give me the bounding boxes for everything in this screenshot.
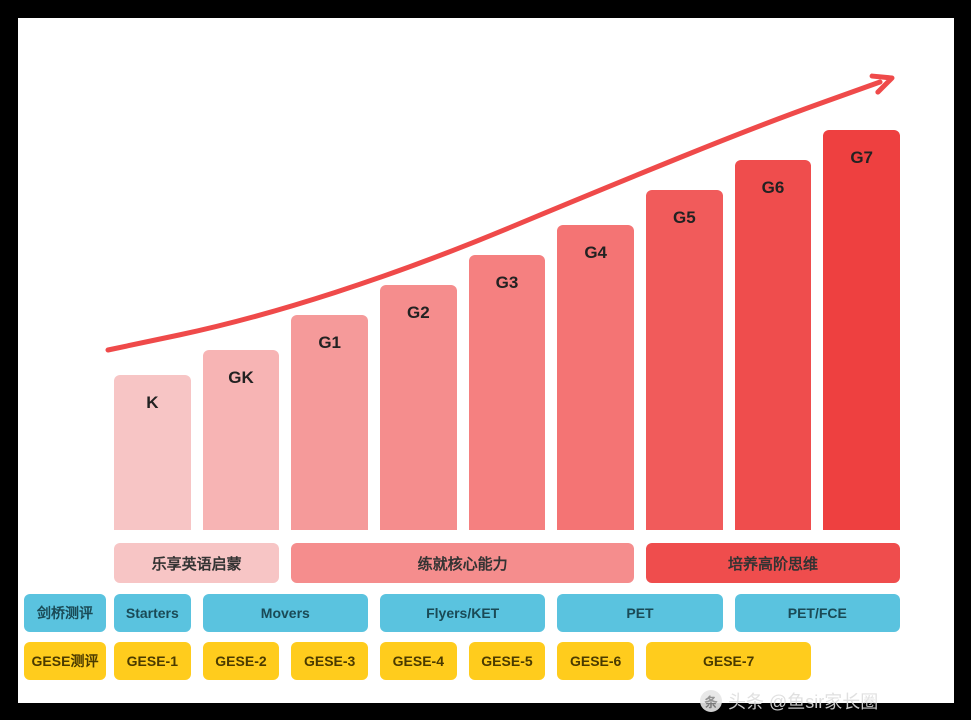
cell: GESE-3 [291, 642, 368, 680]
row-header: GESE测评 [24, 642, 106, 680]
bar-k: K [114, 375, 191, 530]
bar-label: G7 [823, 148, 900, 168]
stage-row: 乐享英语启蒙练就核心能力培养高阶思维 [0, 543, 971, 583]
bar-gk: GK [203, 350, 280, 530]
watermark-text: 头条 @鱼sir家长圈 [728, 688, 878, 714]
cell: 练就核心能力 [291, 543, 634, 583]
toutiao-logo-icon: 条 [700, 690, 722, 712]
cell: GESE-6 [557, 642, 634, 680]
cell: Movers [203, 594, 368, 632]
bar-label: G4 [557, 243, 634, 263]
bar-g2: G2 [380, 285, 457, 530]
bar-label: G3 [469, 273, 546, 293]
cell: GESE-4 [380, 642, 457, 680]
bar-g1: G1 [291, 315, 368, 530]
cambridge-row: 剑桥测评Starters Movers Flyers/KET PET PET/FCE [0, 594, 971, 632]
bar-label: G6 [735, 178, 812, 198]
cell: PET/FCE [735, 594, 900, 632]
cell: 培养高阶思维 [646, 543, 900, 583]
bar-g7: G7 [823, 130, 900, 530]
cell: PET [557, 594, 722, 632]
cell: Flyers/KET [380, 594, 545, 632]
bar-g6: G6 [735, 160, 812, 530]
bar-label: G1 [291, 333, 368, 353]
watermark: 条 头条 @鱼sir家长圈 [700, 688, 878, 714]
cell: GESE-1 [114, 642, 191, 680]
bar-label: K [114, 393, 191, 413]
cell: Starters [114, 594, 191, 632]
cell: GESE-5 [469, 642, 546, 680]
bar-label: G5 [646, 208, 723, 228]
cell: GESE-2 [203, 642, 280, 680]
gese-row: GESE测评GESE-1 GESE-2 GESE-3 GESE-4 GESE-5 GESE… [0, 642, 971, 680]
bar-label: G2 [380, 303, 457, 323]
bar-label: GK [203, 368, 280, 388]
bar-g3: G3 [469, 255, 546, 530]
cell: GESE-7 [646, 642, 811, 680]
row-header: 剑桥测评 [24, 594, 106, 632]
bar-g4: G4 [557, 225, 634, 530]
cell: 乐享英语启蒙 [114, 543, 279, 583]
bar-g5: G5 [646, 190, 723, 530]
